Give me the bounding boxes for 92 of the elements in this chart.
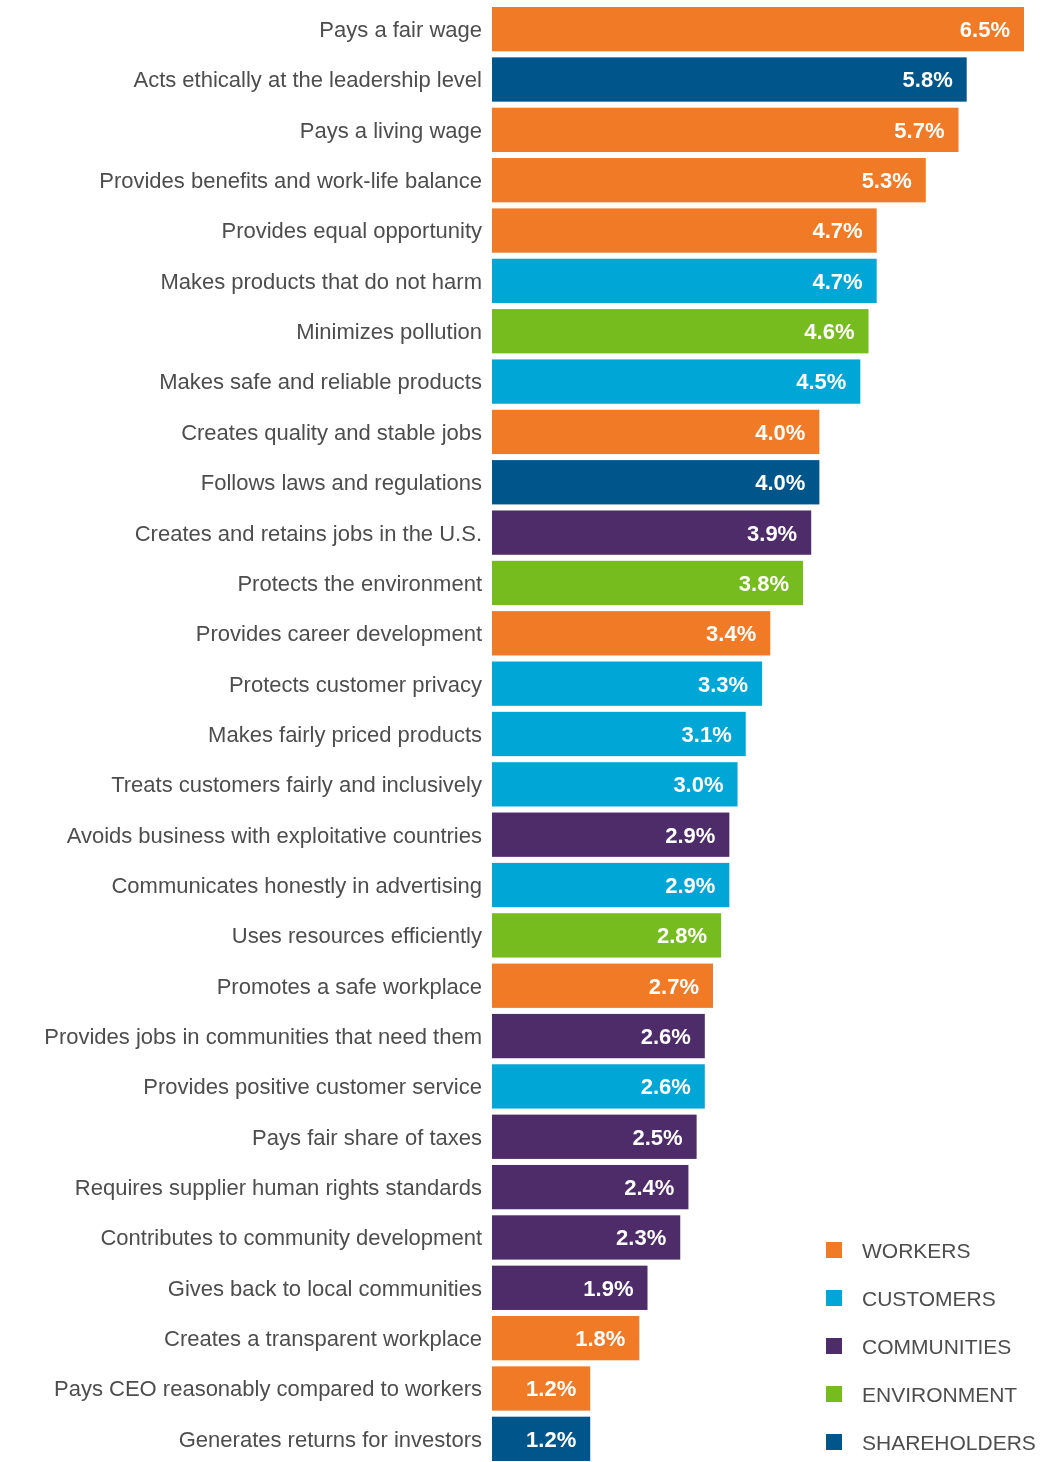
y-tick-label: Protects the environment [237,570,482,596]
bar [492,762,738,807]
data-label: 2.6% [640,1074,691,1100]
data-label: 2.3% [616,1225,667,1251]
bar [492,107,959,152]
data-label: 3.1% [681,721,732,747]
bar [492,1366,591,1411]
data-label: 4.6% [804,319,855,345]
y-tick-label: Makes fairly priced products [208,721,482,747]
y-tick-label: Makes products that do not harm [160,268,482,294]
data-label: 4.7% [812,268,863,294]
bar [492,1013,705,1059]
data-label: 1.8% [575,1326,626,1352]
data-label: 3.8% [738,570,790,596]
y-tick-label: Creates quality and stable jobs [181,419,482,445]
bar [492,862,730,908]
data-label: 2.6% [640,1023,691,1049]
bar [492,1114,697,1159]
bar [492,1215,681,1260]
y-tick-label: Follows laws and regulations [200,470,482,496]
y-tick-label: Provides positive customer service [143,1074,482,1100]
bar [492,611,771,656]
bar [492,1316,640,1361]
data-label: 2.9% [665,822,716,848]
bar [492,309,869,354]
bar [492,1064,705,1109]
data-label: 2.4% [624,1175,675,1201]
y-tick-label: Treats customers fairly and inclusively [111,772,482,798]
bar [492,913,722,958]
data-label: 2.9% [665,872,716,898]
y-tick-label: Provides benefits and work-life balance [99,168,482,194]
y-tick-label: Communicates honestly in advertising [111,872,482,898]
y-tick-label: Provides jobs in communities that need them [44,1023,482,1049]
bar [492,560,804,606]
data-label: 4.0% [755,470,806,496]
y-tick-label: Generates returns for investors [178,1426,482,1452]
data-label: 4.7% [812,218,863,244]
bar [492,1416,591,1461]
data-label: 3.3% [697,671,749,697]
data-label: 1.2% [526,1376,577,1402]
y-tick-label: Avoids business with exploitative countries [66,822,482,848]
legend-label: SHAREHOLDERS [862,1430,1036,1454]
bar [492,7,1024,52]
data-label: 6.5% [959,17,1010,43]
bar [492,258,877,304]
data-label: 3.9% [747,520,798,546]
bar [492,1265,648,1310]
y-tick-label: Pays a living wage [299,117,482,143]
bar [492,57,967,102]
legend-label: COMMUNITIES [862,1334,1012,1358]
bar [492,158,926,203]
data-label: 5.7% [894,117,945,143]
legend-label: ENVIRONMENT [862,1382,1018,1406]
bar [492,460,820,505]
data-label: 2.5% [632,1124,683,1150]
y-tick-label: Uses resources efficiently [231,923,482,949]
bar [492,1164,689,1210]
data-label: 2.8% [657,923,708,949]
data-label: 1.2% [526,1426,577,1452]
data-label: 2.7% [648,973,699,999]
data-label: 1.9% [583,1275,634,1301]
y-tick-label: Makes safe and reliable products [159,369,482,395]
y-tick-label: Creates and retains jobs in the U.S. [134,520,482,546]
bar [492,661,763,706]
data-label: 3.4% [706,621,757,647]
bar [492,510,812,555]
bar [492,963,713,1008]
y-tick-label: Creates a transparent workplace [164,1326,482,1352]
y-tick-label: Contributes to community development [100,1225,482,1251]
data-label: 5.8% [902,67,953,93]
data-label: 5.3% [861,168,912,194]
y-tick-label: Requires supplier human rights standards [74,1175,482,1201]
y-tick-label: Minimizes pollution [296,319,482,345]
y-tick-label: Provides equal opportunity [221,218,482,244]
bar [492,711,746,757]
y-tick-label: Gives back to local communities [167,1275,482,1301]
data-label: 4.0% [755,419,806,445]
bar [492,409,820,455]
y-tick-label: Pays CEO reasonably compared to workers [54,1376,482,1402]
bar [492,208,877,253]
y-tick-label: Provides career development [195,621,482,647]
data-label: 3.0% [673,772,724,798]
data-label: 4.5% [796,369,847,395]
y-tick-label: Protects customer privacy [228,671,482,697]
legend-label: WORKERS [862,1238,971,1262]
y-tick-label: Promotes a safe workplace [216,973,482,999]
y-tick-label: Pays a fair wage [319,17,482,43]
legend-label: CUSTOMERS [862,1286,996,1310]
y-tick-label: Acts ethically at the leadership level [133,67,482,93]
bar [492,359,861,404]
y-tick-label: Pays fair share of taxes [252,1124,482,1150]
bar [492,812,730,857]
